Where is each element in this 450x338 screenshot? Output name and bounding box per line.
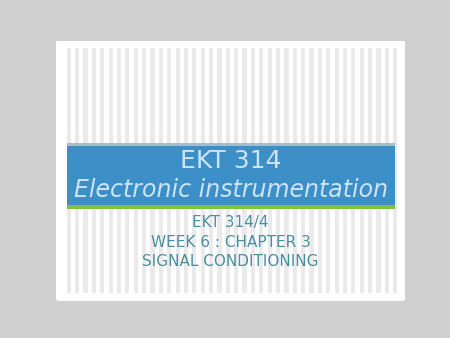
Bar <box>243 48 247 293</box>
Bar <box>201 48 205 293</box>
Bar <box>393 48 397 293</box>
Bar <box>292 48 297 293</box>
Bar <box>142 48 146 293</box>
Bar <box>276 48 280 293</box>
Bar <box>376 48 381 293</box>
Text: EKT 314/4: EKT 314/4 <box>193 215 269 230</box>
Text: Electronic instrumentation: Electronic instrumentation <box>73 177 388 201</box>
Text: WEEK 6 : CHAPTER 3: WEEK 6 : CHAPTER 3 <box>151 235 310 250</box>
Bar <box>150 48 155 293</box>
Bar <box>75 48 79 293</box>
Bar <box>334 48 339 293</box>
Bar <box>67 146 395 204</box>
Bar <box>351 48 356 293</box>
Bar <box>284 48 288 293</box>
Bar <box>67 204 395 209</box>
Bar <box>251 48 255 293</box>
Bar <box>184 48 188 293</box>
Bar <box>209 48 213 293</box>
Bar <box>360 48 364 293</box>
Text: SIGNAL CONDITIONING: SIGNAL CONDITIONING <box>142 254 319 269</box>
Bar <box>125 48 130 293</box>
Bar <box>92 48 96 293</box>
Bar <box>259 48 263 293</box>
Bar <box>310 48 314 293</box>
Bar <box>167 48 171 293</box>
Bar <box>176 48 180 293</box>
Bar <box>100 48 104 293</box>
Bar <box>368 48 372 293</box>
Bar <box>134 48 138 293</box>
Bar <box>217 48 221 293</box>
Bar <box>108 48 113 293</box>
FancyBboxPatch shape <box>53 38 409 304</box>
Bar <box>234 48 238 293</box>
Bar <box>226 48 230 293</box>
Bar <box>192 48 197 293</box>
Bar <box>67 143 395 146</box>
Bar <box>268 48 272 293</box>
Bar <box>343 48 347 293</box>
Text: EKT 314: EKT 314 <box>180 149 281 173</box>
Bar <box>385 48 389 293</box>
Bar <box>318 48 322 293</box>
Bar <box>159 48 163 293</box>
Bar <box>67 48 71 293</box>
Bar <box>117 48 121 293</box>
Bar <box>326 48 330 293</box>
Bar <box>301 48 305 293</box>
Bar <box>83 48 88 293</box>
